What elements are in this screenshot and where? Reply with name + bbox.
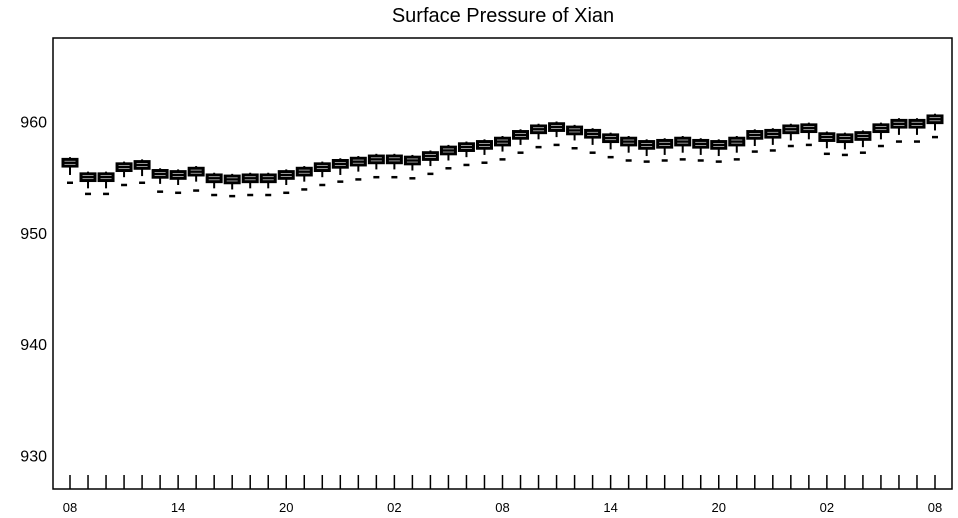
box-plot-mark — [620, 135, 638, 162]
box-plot-mark — [331, 158, 349, 183]
box-plot-mark — [133, 159, 151, 185]
box-plot-mark — [241, 172, 259, 197]
box-plot-mark — [295, 166, 313, 191]
box-plot-mark — [584, 128, 602, 154]
y-tick-label: 930 — [20, 449, 47, 466]
plot-area-frame — [52, 37, 953, 490]
box-plot-mark — [872, 122, 890, 148]
box-plot-mark — [818, 131, 836, 156]
box-plot-mark — [403, 154, 421, 180]
x-tick-label: 02 — [820, 500, 834, 515]
box-series — [61, 113, 944, 198]
box-plot-mark — [494, 135, 511, 161]
box-plot-mark — [764, 128, 782, 152]
box-plot-mark — [187, 166, 205, 192]
box-plot-mark — [79, 171, 97, 196]
x-tick-label: 14 — [171, 500, 185, 515]
x-tick-label: 14 — [603, 500, 617, 515]
box-plot-mark — [602, 132, 620, 159]
x-tick-label: 08 — [928, 500, 942, 515]
box-plot-mark — [385, 153, 403, 179]
x-tick-label: 08 — [63, 500, 77, 515]
y-tick-label: 960 — [20, 115, 47, 132]
box-plot-mark — [421, 150, 439, 176]
box-plot-mark — [277, 169, 295, 195]
box-plot-mark — [97, 171, 115, 196]
box-plot-mark — [890, 118, 908, 143]
box-plot-mark — [854, 130, 872, 154]
box-plot-mark — [530, 123, 548, 149]
x-axis: 08 14 20 02 08 14 20 02 08 — [63, 475, 942, 515]
box-plot-mark — [475, 139, 493, 164]
y-tick-label: 940 — [20, 337, 47, 354]
x-tick-label: 02 — [387, 500, 401, 515]
box-plot-mark — [746, 129, 764, 153]
box-plot-mark — [205, 172, 223, 197]
box-plot-mark — [61, 157, 79, 185]
box-plot-mark — [566, 124, 584, 150]
box-plot-mark — [349, 156, 367, 181]
box-plot-mark — [457, 141, 475, 167]
x-tick-label: 20 — [712, 500, 726, 515]
box-plot-mark — [115, 161, 133, 187]
box-plot-mark — [656, 138, 674, 162]
box-plot-mark — [223, 173, 241, 198]
box-plot-mark — [710, 139, 728, 163]
box-plot-mark — [800, 122, 818, 147]
y-tick-label: 950 — [20, 226, 47, 243]
box-plot-mark — [638, 139, 656, 163]
chart-title: Surface Pressure of Xian — [392, 5, 614, 27]
box-plot-mark — [367, 153, 385, 179]
box-plot-mark — [674, 135, 692, 161]
x-tick-label: 08 — [495, 500, 509, 515]
box-plot-mark — [313, 161, 331, 187]
box-plot-mark — [439, 144, 457, 170]
box-plot-mark — [692, 138, 710, 162]
box-plot-mark — [728, 135, 746, 161]
box-plot-mark — [548, 121, 566, 147]
y-axis: 930 940 950 960 — [20, 115, 47, 466]
box-plot-mark — [782, 123, 800, 148]
box-plot-mark — [169, 169, 187, 195]
box-plot-mark — [259, 172, 277, 197]
box-plot-mark — [151, 168, 169, 193]
box-plot-mark — [908, 118, 926, 143]
x-tick-label: 20 — [279, 500, 293, 515]
box-plot-mark — [512, 129, 530, 154]
box-plot-mark — [836, 132, 854, 157]
box-plot-mark — [926, 113, 944, 139]
